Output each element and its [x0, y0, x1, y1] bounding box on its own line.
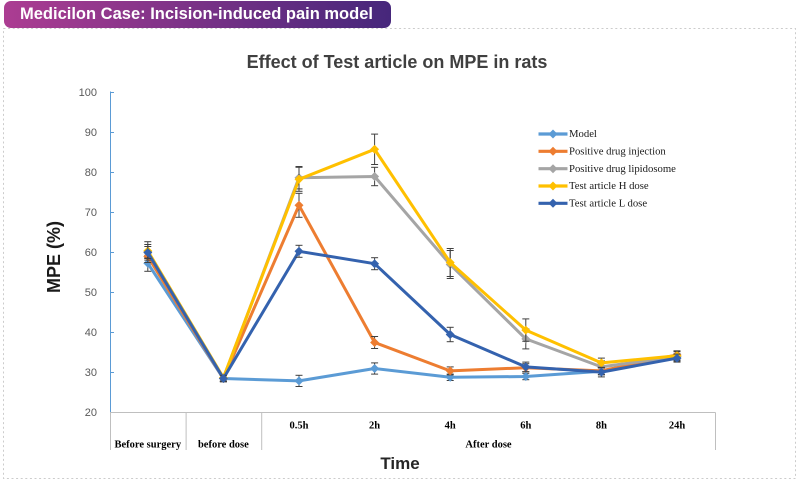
svg-text:70: 70	[85, 207, 97, 219]
svg-text:0.5h: 0.5h	[290, 421, 309, 432]
svg-text:30: 30	[85, 367, 97, 379]
svg-text:20: 20	[85, 407, 97, 419]
svg-text:Effect of Test article on MPE: Effect of Test article on MPE in rats	[247, 52, 548, 72]
svg-text:Model: Model	[569, 128, 597, 140]
svg-text:60: 60	[85, 247, 97, 259]
svg-text:4h: 4h	[445, 421, 456, 432]
svg-text:Time: Time	[380, 454, 419, 473]
svg-text:Positive drug lipidosome: Positive drug lipidosome	[569, 163, 676, 175]
svg-text:MPE (%): MPE (%)	[44, 221, 64, 293]
svg-text:6h: 6h	[520, 421, 531, 432]
svg-text:After dose: After dose	[465, 440, 512, 451]
svg-text:40: 40	[85, 327, 97, 339]
svg-text:Test article H dose: Test article H dose	[569, 180, 649, 192]
svg-text:80: 80	[85, 167, 97, 179]
svg-text:before dose: before dose	[198, 440, 249, 451]
svg-text:100: 100	[79, 87, 97, 99]
svg-text:90: 90	[85, 127, 97, 139]
svg-text:50: 50	[85, 287, 97, 299]
svg-text:Test article L dose: Test article L dose	[569, 198, 647, 210]
svg-text:24h: 24h	[669, 421, 686, 432]
svg-text:2h: 2h	[369, 421, 380, 432]
svg-text:8h: 8h	[596, 421, 607, 432]
svg-text:Positive drug injection: Positive drug injection	[569, 146, 666, 158]
svg-text:Before surgery: Before surgery	[115, 440, 182, 451]
